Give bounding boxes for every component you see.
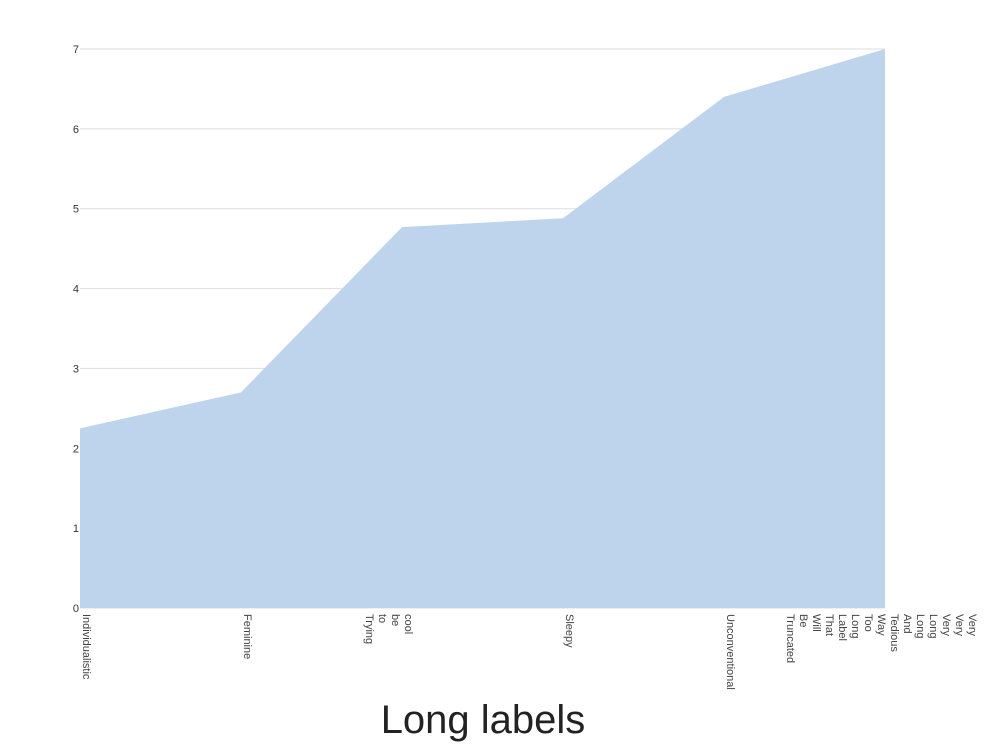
chart-title: Long labels — [380, 698, 586, 742]
x-tick-word: Feminine — [241, 614, 253, 659]
area-series — [79, 48, 886, 608]
y-tick-label: 6 — [73, 124, 79, 136]
x-tick-label: Sleepy Sleepy — [563, 614, 575, 648]
y-tick-label: 1 — [73, 523, 79, 535]
y-tick-label: 4 — [73, 284, 79, 296]
x-tick-word: Long — [849, 614, 861, 638]
x-tick-word: Will — [810, 614, 822, 632]
x-tick-word: Long — [927, 614, 939, 638]
x-tick-word: cool — [402, 614, 414, 634]
x-tick-word: Too — [862, 614, 874, 632]
y-tick-label: 3 — [73, 363, 79, 375]
x-tick-word: be — [389, 614, 401, 626]
x-tick-word: to — [376, 614, 388, 623]
x-tick-word: Tedious — [888, 614, 900, 652]
x-tick-word: Trying — [363, 614, 375, 644]
x-axis: IndividualisticIndividualistic Feminine Fe… — [80, 614, 978, 690]
x-tick-word: Truncated — [784, 614, 796, 663]
y-tick-label: 2 — [73, 443, 79, 455]
y-axis: 0 1 2 3 4 5 6 7 — [73, 44, 79, 615]
x-tick-label: Unconventional Unconventional — [724, 614, 736, 690]
x-tick-word: Unconventional — [724, 614, 736, 690]
x-tick-word: Label — [836, 614, 848, 641]
x-tick-word: Way — [875, 614, 887, 636]
x-tick-word: And — [901, 614, 913, 634]
x-tick-word: Very — [953, 614, 965, 637]
x-tick-word: Be — [797, 614, 809, 627]
x-tick-label: IndividualisticIndividualistic — [80, 614, 92, 680]
x-tick-word: That — [823, 614, 835, 636]
x-tick-label: Feminine Feminine — [241, 614, 253, 659]
area-fill — [80, 49, 885, 608]
x-tick-label: Very Very Very Long Long And Tedious Way… — [784, 614, 978, 663]
x-tick-word: Individualistic — [80, 614, 92, 680]
y-tick-label: 7 — [73, 44, 79, 56]
x-tick-word: Long — [914, 614, 926, 638]
x-tick-label: Trying to be cool Trying to be cool — [363, 614, 414, 644]
y-tick-label: 5 — [73, 204, 79, 216]
x-tick-word: Very — [966, 614, 978, 637]
x-tick-word: Very — [940, 614, 952, 637]
y-tick-label: 0 — [73, 603, 79, 615]
x-tick-word: Sleepy — [563, 614, 575, 648]
